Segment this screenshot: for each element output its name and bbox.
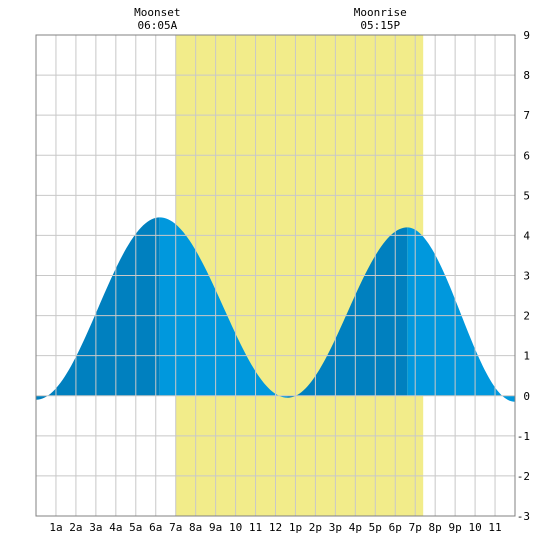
tide-rising-area: [287, 227, 408, 398]
moonset-label: Moonset: [134, 6, 180, 19]
x-tick-label: 3a: [89, 521, 102, 534]
moonrise-time: 05:15P: [360, 19, 400, 32]
x-tick-label: 8a: [189, 521, 202, 534]
x-tick-label: 2p: [309, 521, 322, 534]
y-tick-label: 2: [523, 310, 530, 323]
y-tick-label: 4: [523, 229, 530, 242]
moonset-time: 06:05A: [137, 19, 177, 32]
y-tick-label: 1: [523, 350, 530, 363]
x-tick-label: 5p: [369, 521, 382, 534]
x-tick-label: 5a: [129, 521, 142, 534]
y-tick-label: -3: [517, 510, 530, 523]
x-tick-label: 10: [229, 521, 242, 534]
y-tick-label: 8: [523, 69, 530, 82]
tide-rising-area: [36, 217, 160, 400]
y-tick-label: 9: [523, 29, 530, 42]
x-tick-label: 10: [468, 521, 481, 534]
tide-falling-area: [407, 227, 515, 402]
x-tick-label: 7a: [169, 521, 182, 534]
frame-layer: [35, 34, 516, 517]
y-tick-label: 0: [523, 390, 530, 403]
x-tick-label: 11: [249, 521, 262, 534]
y-tick-label: -1: [517, 430, 530, 443]
y-tick-label: 5: [523, 189, 530, 202]
x-tick-label: 4p: [349, 521, 362, 534]
y-tick-label: 3: [523, 270, 530, 283]
x-tick-label: 9p: [449, 521, 462, 534]
x-tick-label: 9a: [209, 521, 222, 534]
x-tick-label: 4a: [109, 521, 122, 534]
x-tick-label: 11: [488, 521, 501, 534]
y-tick-label: 7: [523, 109, 530, 122]
plot-frame: [35, 34, 516, 517]
x-tick-label: 7p: [409, 521, 422, 534]
x-tick-label: 6p: [389, 521, 402, 534]
tide-falling-area: [159, 217, 288, 398]
moonrise-label: Moonrise: [354, 6, 407, 19]
y-tick-label: -2: [517, 470, 530, 483]
y-tick-label: 6: [523, 149, 530, 162]
x-tick-label: 6a: [149, 521, 162, 534]
tide-layer: [36, 217, 515, 402]
x-tick-label: 2a: [69, 521, 82, 534]
x-tick-label: 1a: [49, 521, 62, 534]
x-tick-label: 1p: [289, 521, 302, 534]
x-tick-label: 8p: [429, 521, 442, 534]
x-tick-label: 12: [269, 521, 282, 534]
grid-layer: [36, 35, 515, 516]
x-tick-label: 3p: [329, 521, 342, 534]
